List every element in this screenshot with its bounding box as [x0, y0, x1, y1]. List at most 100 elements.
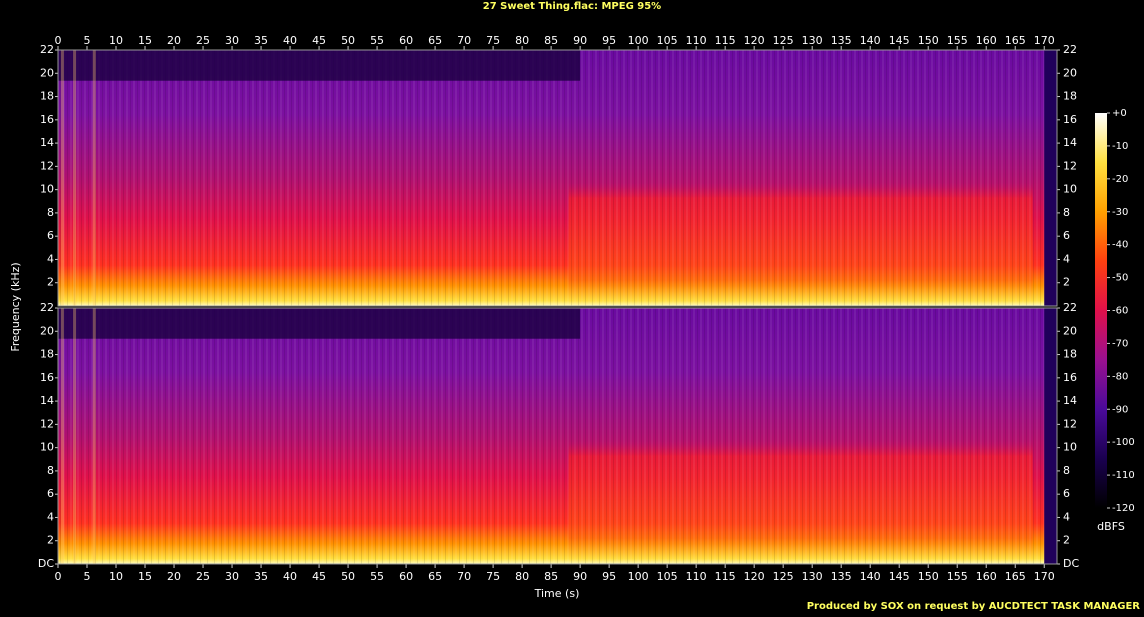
x-tick-label: 30 — [225, 34, 239, 47]
colorbar-tick-label: -100 — [1112, 437, 1135, 448]
spectrogram-image — [1044, 50, 1057, 306]
x-tick-label: 120 — [744, 34, 765, 47]
x-tick-label: 90 — [573, 570, 587, 583]
y-tick-label: 20 — [40, 324, 54, 337]
y-tick-label: DC — [38, 557, 54, 570]
colorbar-tick-label: -90 — [1112, 404, 1128, 415]
y-tick-label: 4 — [47, 252, 54, 265]
x-tick-label: 55 — [370, 570, 384, 583]
y-tick-label: 8 — [1063, 206, 1070, 219]
x-tick-label: 170 — [1034, 34, 1055, 47]
x-tick-label: 5 — [84, 570, 91, 583]
x-tick-label: 125 — [773, 34, 794, 47]
x-tick-label: 40 — [283, 34, 297, 47]
x-tick-label: 35 — [254, 570, 268, 583]
y-tick-label: 14 — [1063, 394, 1077, 407]
spectrogram-image — [73, 50, 77, 306]
footer: Produced by SOX on request by AUCDTECT T… — [807, 601, 1141, 612]
x-tick-label: 110 — [686, 34, 707, 47]
y-tick-label: 2 — [47, 534, 54, 547]
spectrogram-image — [60, 50, 64, 306]
x-tick-label: 35 — [254, 34, 268, 47]
spectrogram-image — [92, 50, 96, 306]
y-tick-label: 18 — [40, 90, 54, 103]
x-tick-label: 160 — [976, 34, 997, 47]
x-tick-label: 100 — [628, 570, 649, 583]
x-tick-label: 95 — [602, 34, 616, 47]
x-tick-label: 135 — [831, 34, 852, 47]
x-tick-label: 160 — [976, 570, 997, 583]
y-tick-label: 4 — [1063, 252, 1070, 265]
y-tick-label: 6 — [1063, 487, 1070, 500]
y-tick-label: 22 — [40, 301, 54, 314]
colorbar-tick-label: +0 — [1112, 108, 1127, 119]
x-tick-label: 5 — [84, 34, 91, 47]
x-tick-label: 50 — [341, 34, 355, 47]
x-tick-label: 135 — [831, 570, 852, 583]
y-tick-label: 16 — [40, 113, 54, 126]
y-tick-label: 10 — [1063, 183, 1077, 196]
x-tick-label: 50 — [341, 570, 355, 583]
x-tick-label: 155 — [947, 34, 968, 47]
x-tick-label: 70 — [457, 34, 471, 47]
spectrogram-image — [73, 308, 77, 564]
y-tick-label: 22 — [40, 43, 54, 56]
spectrogram-image — [58, 308, 1057, 564]
x-tick-label: 145 — [889, 570, 910, 583]
colorbar-tick-label: -80 — [1112, 371, 1128, 382]
y-tick-label: 20 — [1063, 324, 1077, 337]
x-tick-label: 95 — [602, 570, 616, 583]
x-tick-label: 140 — [860, 34, 881, 47]
y-tick-label: 12 — [1063, 417, 1077, 430]
y-tick-label: 20 — [1063, 66, 1077, 79]
spectrogram-image — [58, 50, 581, 81]
plot-frame — [57, 307, 1058, 565]
x-tick-label: 0 — [55, 570, 62, 583]
colorbar-tick-label: -30 — [1112, 207, 1128, 218]
x-tick-label: 75 — [486, 570, 500, 583]
y-axis-label: Frequency (kHz) — [9, 262, 22, 351]
y-tick-label: 8 — [47, 206, 54, 219]
x-tick-label: 145 — [889, 34, 910, 47]
y-tick-label: 22 — [1063, 43, 1077, 56]
spectrogram-image — [1044, 308, 1057, 564]
x-tick-label: 105 — [657, 570, 678, 583]
colorbar — [1095, 113, 1107, 508]
x-tick-label: 110 — [686, 570, 707, 583]
y-tick-label: 6 — [1063, 229, 1070, 242]
y-tick-label: 16 — [1063, 371, 1077, 384]
x-tick-label: 155 — [947, 570, 968, 583]
x-tick-label: 25 — [196, 34, 210, 47]
x-tick-label: 10 — [109, 34, 123, 47]
spectrogram-image — [92, 308, 96, 564]
x-tick-label: 100 — [628, 34, 649, 47]
x-tick-label: 130 — [802, 570, 823, 583]
x-tick-label: 15 — [138, 34, 152, 47]
y-tick-label: 2 — [1063, 534, 1070, 547]
x-tick-label: 120 — [744, 570, 765, 583]
y-tick-label: 20 — [40, 66, 54, 79]
x-tick-label: 10 — [109, 570, 123, 583]
x-tick-label: 20 — [167, 570, 181, 583]
x-tick-label: 90 — [573, 34, 587, 47]
x-tick-label: 75 — [486, 34, 500, 47]
y-tick-label: 10 — [1063, 441, 1077, 454]
y-tick-label: DC — [1063, 557, 1079, 570]
y-tick-label: 12 — [1063, 159, 1077, 172]
colorbar-tick-label: -50 — [1112, 273, 1128, 284]
x-tick-label: 125 — [773, 570, 794, 583]
x-tick-label: 85 — [544, 570, 558, 583]
x-tick-label: 15 — [138, 570, 152, 583]
y-tick-label: 14 — [1063, 136, 1077, 149]
colorbar-tick-label: -40 — [1112, 240, 1128, 251]
x-tick-label: 170 — [1034, 570, 1055, 583]
x-tick-label: 30 — [225, 570, 239, 583]
y-tick-label: 18 — [1063, 348, 1077, 361]
colorbar-tick-label: -60 — [1112, 306, 1128, 317]
x-tick-label: 60 — [399, 570, 413, 583]
colorbar-tick-label: -10 — [1112, 141, 1128, 152]
y-tick-label: 12 — [40, 417, 54, 430]
colorbar-tick-label: -120 — [1112, 503, 1135, 514]
y-tick-label: 16 — [40, 371, 54, 384]
colorbar-tick-label: -20 — [1112, 174, 1128, 185]
